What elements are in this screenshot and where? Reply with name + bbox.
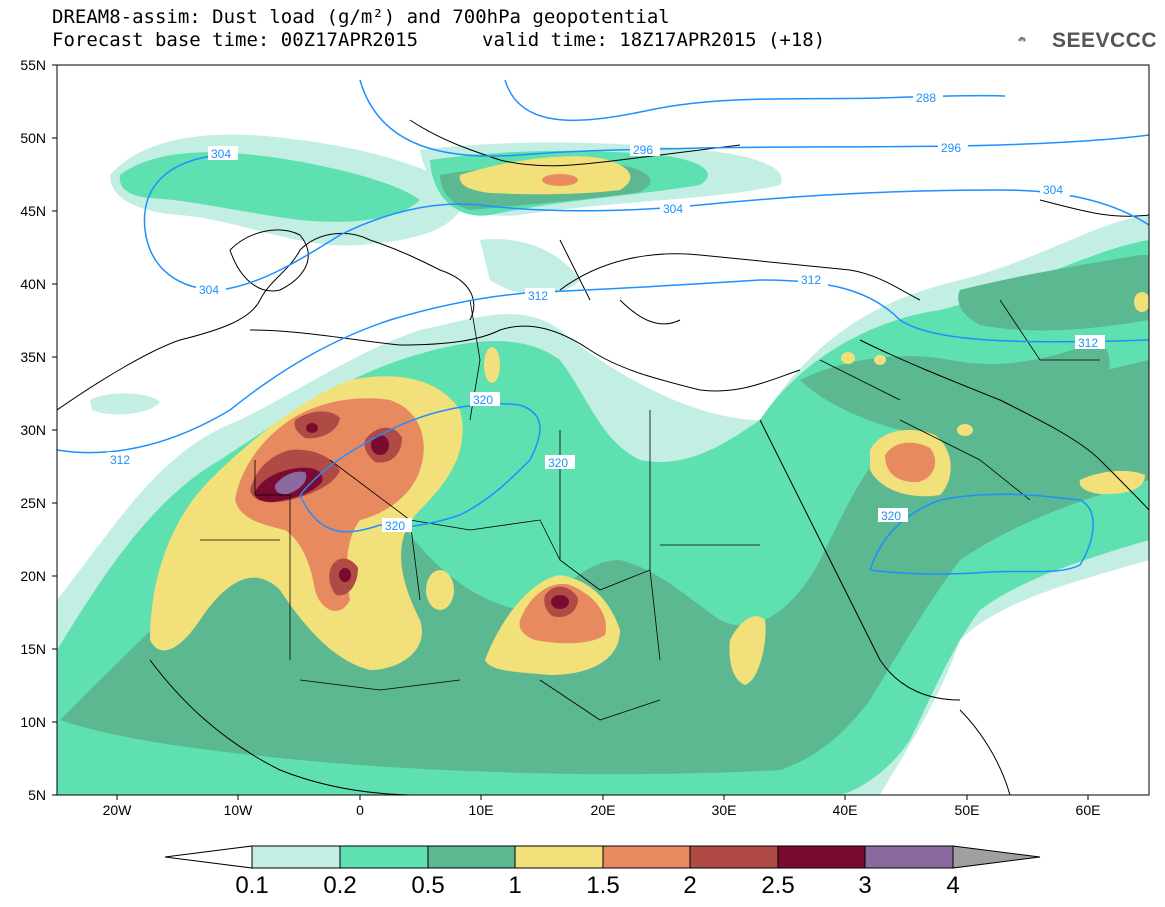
lat-label: 45N <box>20 203 46 219</box>
lon-label: 50E <box>955 802 980 818</box>
lat-label: 5N <box>28 787 46 803</box>
lat-ticks <box>52 64 57 796</box>
dust-field <box>57 134 1149 795</box>
lon-labels: 20W 10W 0 10E 20E 30E 40E 50E 60E <box>103 802 1101 818</box>
lon-label: 40E <box>833 802 858 818</box>
colorbar-label: 4 <box>946 872 959 899</box>
contour-label-312b: 312 <box>801 273 821 287</box>
colorbar-label: 2.5 <box>761 872 794 899</box>
colorbar-high-arrow <box>952 845 1041 869</box>
contour-label-320c: 320 <box>385 519 405 533</box>
dust-level-3 <box>274 471 307 495</box>
colorbar-box-3 <box>864 845 954 869</box>
lat-label: 35N <box>20 349 46 365</box>
lat-label: 50N <box>20 130 46 146</box>
lon-label: 10W <box>224 802 254 818</box>
colorbar-label: 0.5 <box>411 872 444 899</box>
contour-label-304d: 304 <box>1043 183 1063 197</box>
colorbar-label: 3 <box>858 872 871 899</box>
contour-label-296b: 296 <box>941 141 961 155</box>
lat-label: 25N <box>20 495 46 511</box>
lon-label: 10E <box>469 802 494 818</box>
colorbar-label: 0.1 <box>235 872 268 899</box>
colorbar-box-1.5 <box>602 845 691 869</box>
lon-label: 20W <box>103 802 133 818</box>
colorbar <box>164 845 1041 869</box>
contour-label-304c: 304 <box>663 202 683 216</box>
colorbar-labels: 0.1 0.2 0.5 1 1.5 2 2.5 3 4 <box>235 872 959 899</box>
contour-label-296: 296 <box>633 143 653 157</box>
coastlines <box>57 119 1149 795</box>
cloud-logo-icon <box>1018 36 1026 42</box>
lon-label: 0 <box>356 802 364 818</box>
contour-label-312c: 312 <box>1078 336 1098 350</box>
lon-label: 20E <box>591 802 616 818</box>
lat-labels: 55N 50N 45N 40N 35N 30N 25N 20N 15N 10N … <box>20 57 46 803</box>
lon-label: 30E <box>712 802 737 818</box>
lat-label: 10N <box>20 714 46 730</box>
logo-text: SEEVCCC <box>1052 29 1158 52</box>
contour-label-312d: 312 <box>110 453 130 467</box>
contour-label-320: 320 <box>473 393 493 407</box>
lat-label: 20N <box>20 568 46 584</box>
contour-label-288: 288 <box>916 91 936 105</box>
contour-label-320b: 320 <box>548 456 568 470</box>
contour-labels: 288 296 296 304 304 304 304 312 312 312 … <box>107 90 1105 533</box>
contour-label-304: 304 <box>211 147 231 161</box>
country-borders <box>200 299 1100 721</box>
colorbar-box-1 <box>514 845 604 869</box>
lat-label: 15N <box>20 641 46 657</box>
lat-label: 55N <box>20 57 46 73</box>
colorbar-box-2.5 <box>777 845 866 869</box>
contour-label-304b: 304 <box>199 283 219 297</box>
valid-time: valid time: 18Z17APR2015 (+18) <box>482 29 826 51</box>
colorbar-box-2 <box>689 845 779 869</box>
lon-ticks <box>116 795 1089 800</box>
colorbar-label: 1 <box>508 872 521 899</box>
lat-label: 30N <box>20 422 46 438</box>
colorbar-box-0.1 <box>251 845 341 869</box>
colorbar-box-0.2 <box>339 845 429 869</box>
lat-label: 40N <box>20 276 46 292</box>
contour-label-320d: 320 <box>881 509 901 523</box>
forecast-base-time: Forecast base time: 00Z17APR2015 <box>52 29 419 51</box>
colorbar-box-0.5 <box>427 845 516 869</box>
colorbar-label: 1.5 <box>586 872 619 899</box>
colorbar-label: 0.2 <box>323 872 356 899</box>
map-title: DREAM8-assim: Dust load (g/m²) and 700hP… <box>52 6 670 28</box>
colorbar-low-arrow <box>164 845 253 869</box>
colorbar-label: 2 <box>683 872 696 899</box>
lon-label: 60E <box>1076 802 1101 818</box>
contour-label-312: 312 <box>528 289 548 303</box>
